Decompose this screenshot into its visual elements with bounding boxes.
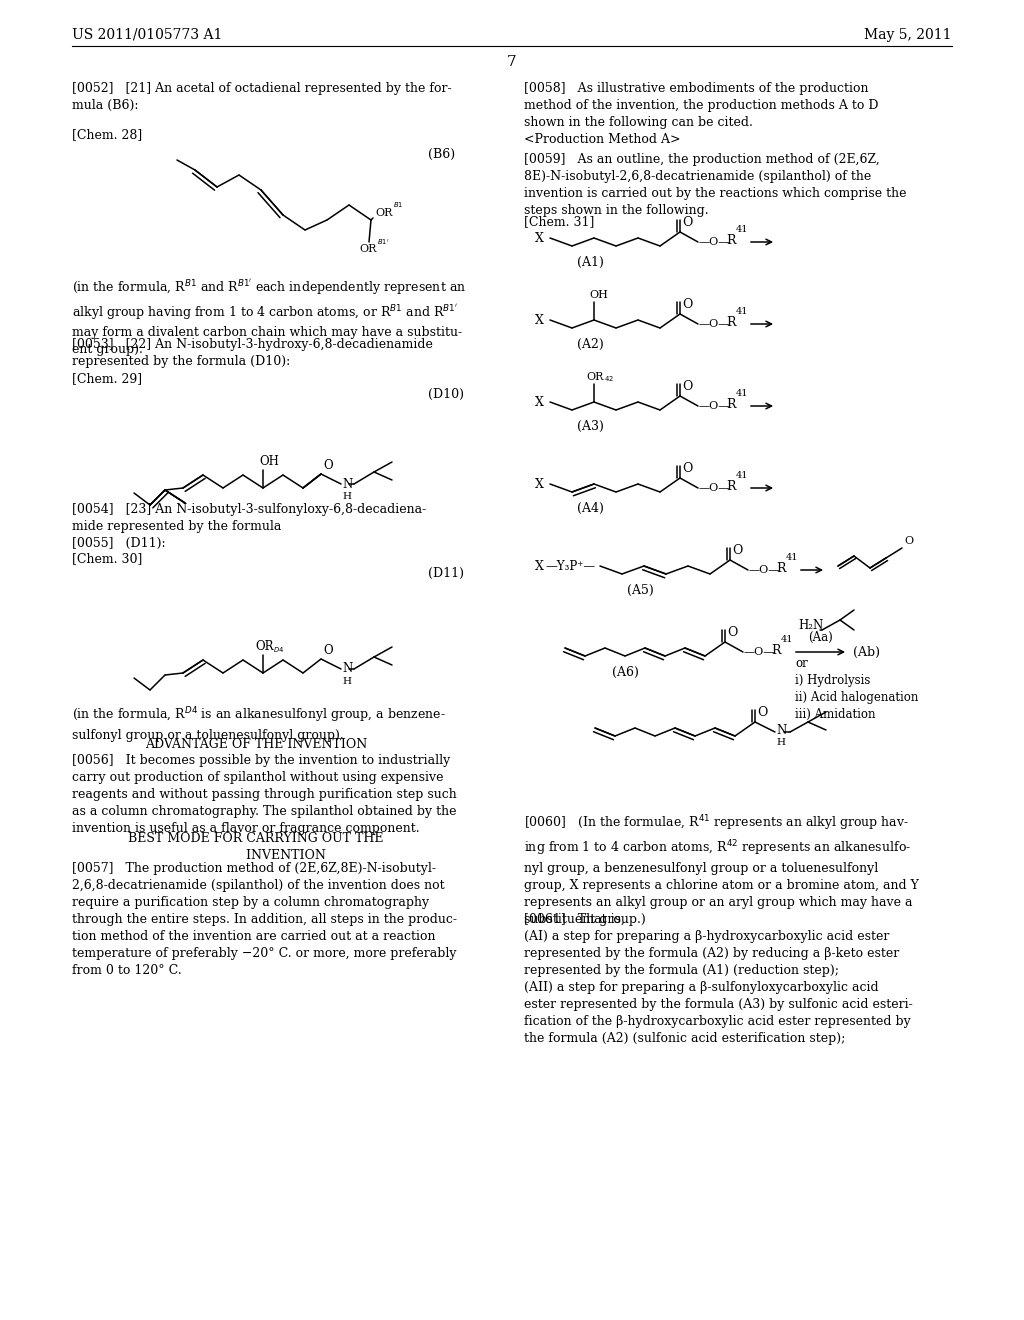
Text: (D10): (D10) [428, 388, 464, 401]
Text: OH: OH [259, 455, 279, 469]
Text: O: O [682, 380, 692, 393]
Text: H: H [342, 492, 351, 502]
Text: OR: OR [255, 640, 273, 653]
Text: OR: OR [586, 372, 603, 381]
Text: [Chem. 31]: [Chem. 31] [524, 215, 594, 228]
Text: (A6): (A6) [611, 667, 638, 678]
Text: (Ab): (Ab) [853, 645, 880, 659]
Text: [Chem. 28]: [Chem. 28] [72, 128, 142, 141]
Text: —O—: —O— [699, 401, 730, 411]
Text: OR: OR [375, 209, 392, 218]
Text: R: R [726, 315, 735, 329]
Text: X: X [535, 314, 544, 326]
Text: OR: OR [359, 244, 377, 253]
Text: X: X [535, 231, 544, 244]
Text: 41: 41 [736, 224, 749, 234]
Text: 41: 41 [781, 635, 794, 644]
Text: [0059]   As an outline, the production method of (2E,6Z,
8E)-N-isobutyl-2,6,8-de: [0059] As an outline, the production met… [524, 153, 906, 216]
Text: [0052]   [21] An acetal of octadienal represented by the for-
mula (B6):: [0052] [21] An acetal of octadienal repr… [72, 82, 452, 112]
Text: R: R [771, 644, 780, 656]
Text: X: X [535, 478, 544, 491]
Text: 7: 7 [507, 55, 517, 69]
Text: BEST MODE FOR CARRYING OUT THE
               INVENTION: BEST MODE FOR CARRYING OUT THE INVENTION [128, 832, 384, 862]
Text: (A2): (A2) [577, 338, 603, 351]
Text: (B6): (B6) [428, 148, 455, 161]
Text: O: O [682, 216, 692, 228]
Text: 41: 41 [786, 553, 799, 562]
Text: H: H [342, 677, 351, 686]
Text: H₂N: H₂N [798, 619, 823, 632]
Text: OH: OH [589, 290, 608, 300]
Text: [0057]   The production method of (2E,6Z,8E)-N-isobutyl-
2,6,8-decatrienamide (s: [0057] The production method of (2E,6Z,8… [72, 862, 457, 977]
Text: [0053]   [22] An N-isobutyl-3-hydroxy-6,8-decadienamide
represented by the formu: [0053] [22] An N-isobutyl-3-hydroxy-6,8-… [72, 338, 433, 368]
Text: [0060]   (In the formulae, R$^{41}$ represents an alkyl group hav-
ing from 1 to: [0060] (In the formulae, R$^{41}$ repres… [524, 813, 919, 925]
Text: US 2011/0105773 A1: US 2011/0105773 A1 [72, 28, 222, 42]
Text: N: N [342, 663, 352, 676]
Text: N: N [776, 723, 786, 737]
Text: —O—: —O— [749, 565, 780, 576]
Text: R: R [776, 561, 785, 574]
Text: 41: 41 [736, 471, 749, 480]
Text: (A3): (A3) [577, 420, 603, 433]
Text: N: N [342, 478, 352, 491]
Text: [0058]   As illustrative embodiments of the production
method of the invention, : [0058] As illustrative embodiments of th… [524, 82, 879, 129]
Text: [0061]   That is,
(AI) a step for preparing a β-hydroxycarboxylic acid ester
rep: [0061] That is, (AI) a step for preparin… [524, 913, 912, 1045]
Text: $^{D4}$: $^{D4}$ [273, 648, 285, 657]
Text: —Y₃P⁺—: —Y₃P⁺— [545, 560, 595, 573]
Text: —O—: —O— [699, 319, 730, 329]
Text: R: R [726, 397, 735, 411]
Text: —O—: —O— [744, 647, 775, 657]
Text: X: X [535, 396, 544, 408]
Text: (Aa): (Aa) [808, 631, 833, 644]
Text: 41: 41 [736, 389, 749, 399]
Text: O: O [732, 544, 742, 557]
Text: X: X [535, 560, 544, 573]
Text: O: O [904, 536, 913, 546]
Text: O: O [323, 459, 333, 473]
Text: O: O [682, 298, 692, 312]
Text: (in the formula, R$^{B1}$ and R$^{B1'}$ each independently represent an
alkyl gr: (in the formula, R$^{B1}$ and R$^{B1'}$ … [72, 279, 466, 356]
Text: [Chem. 29]: [Chem. 29] [72, 372, 142, 385]
Text: [0056]   It becomes possible by the invention to industrially
carry out producti: [0056] It becomes possible by the invent… [72, 754, 457, 836]
Text: ADVANTAGE OF THE INVENTION: ADVANTAGE OF THE INVENTION [144, 738, 368, 751]
Text: (A4): (A4) [577, 502, 603, 515]
Text: O: O [682, 462, 692, 475]
Text: (D11): (D11) [428, 568, 464, 579]
Text: $^{B1}$: $^{B1}$ [393, 203, 403, 213]
Text: O: O [727, 626, 737, 639]
Text: H: H [776, 738, 785, 747]
Text: (A1): (A1) [577, 256, 603, 269]
Text: or
i) Hydrolysis
ii) Acid halogenation
iii) Amidation: or i) Hydrolysis ii) Acid halogenation i… [795, 657, 919, 721]
Text: 41: 41 [736, 308, 749, 315]
Text: (in the formula, R$^{D4}$ is an alkanesulfonyl group, a benzene-
sulfonyl group : (in the formula, R$^{D4}$ is an alkanesu… [72, 705, 445, 742]
Text: May 5, 2011: May 5, 2011 [864, 28, 952, 42]
Text: O: O [323, 644, 333, 657]
Text: $^{B1'}$: $^{B1'}$ [377, 240, 389, 249]
Text: $^{42}$: $^{42}$ [604, 378, 614, 385]
Text: —O—: —O— [699, 238, 730, 247]
Text: [0054]   [23] An N-isobutyl-3-sulfonyloxy-6,8-decadiena-
mide represented by the: [0054] [23] An N-isobutyl-3-sulfonyloxy-… [72, 503, 426, 550]
Text: <Production Method A>: <Production Method A> [524, 133, 681, 147]
Text: R: R [726, 234, 735, 247]
Text: (A5): (A5) [627, 583, 653, 597]
Text: O: O [757, 706, 767, 719]
Text: [Chem. 30]: [Chem. 30] [72, 552, 142, 565]
Text: —O—: —O— [699, 483, 730, 492]
Text: R: R [726, 479, 735, 492]
